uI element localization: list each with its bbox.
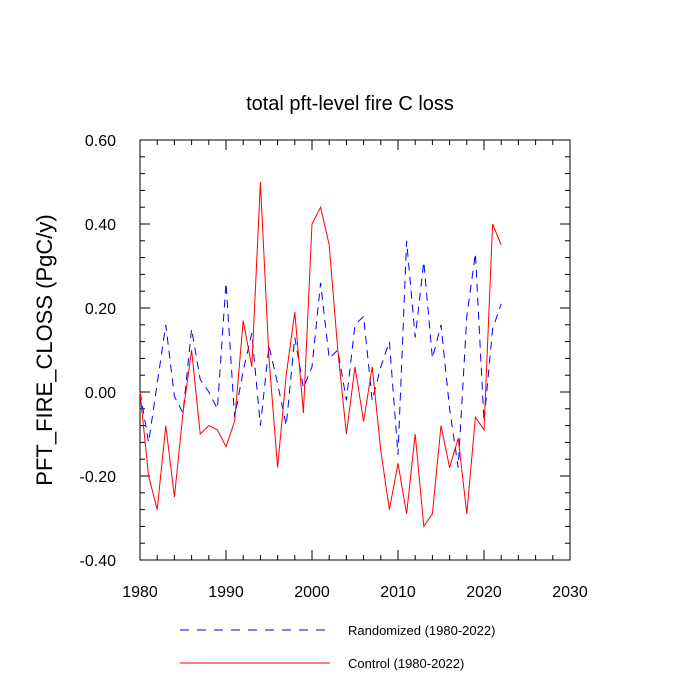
y-tick-label: 0.60 <box>85 133 116 150</box>
legend-label: Randomized (1980-2022) <box>348 623 495 638</box>
y-tick-label: 0.40 <box>85 217 116 234</box>
series-line-control <box>139 181 502 528</box>
series-line-randomized <box>139 240 502 468</box>
legend: Randomized (1980-2022) Control (1980-2022… <box>180 623 495 671</box>
plot-frame <box>139 139 571 561</box>
axis-tick-labels: 1980 1990 2000 2010 2020 2030 -0.40 -0.20 0.00 0.… <box>80 133 588 601</box>
legend-label: Control (1980-2022) <box>348 656 464 671</box>
x-tick-label: 1980 <box>122 584 158 601</box>
chart-title: total pft-level fire C loss <box>246 93 454 115</box>
y-tick-label: -0.40 <box>80 553 117 570</box>
x-tick-label: 2020 <box>466 584 502 601</box>
x-tick-label: 2010 <box>380 584 416 601</box>
y-axis-label: PFT_FIRE_CLOSS (PgC/y) <box>32 214 57 485</box>
axis-ticks <box>139 139 571 561</box>
y-tick-label: -0.20 <box>80 469 117 486</box>
y-tick-label: 0.20 <box>85 301 116 318</box>
y-tick-label: 0.00 <box>85 385 116 402</box>
series-lines <box>139 181 502 528</box>
x-tick-label: 2000 <box>294 584 330 601</box>
x-tick-label: 1990 <box>208 584 244 601</box>
x-tick-label: 2030 <box>552 584 588 601</box>
